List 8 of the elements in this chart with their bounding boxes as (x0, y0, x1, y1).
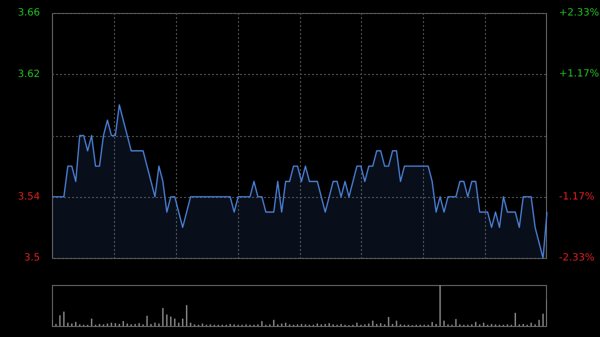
y-tick-label: 3.54 (18, 191, 40, 202)
y2-tick-label: -1.17% (559, 192, 594, 203)
y2-tick-label: +2.33% (559, 8, 600, 19)
y-tick-label: 3.62 (18, 68, 40, 80)
y2-tick-label: -2.33% (559, 252, 594, 264)
y2-tick-label: +1.17% (559, 68, 600, 80)
y-tick-label: 3.66 (18, 8, 40, 19)
y-tick-label: 3.5 (24, 252, 40, 264)
